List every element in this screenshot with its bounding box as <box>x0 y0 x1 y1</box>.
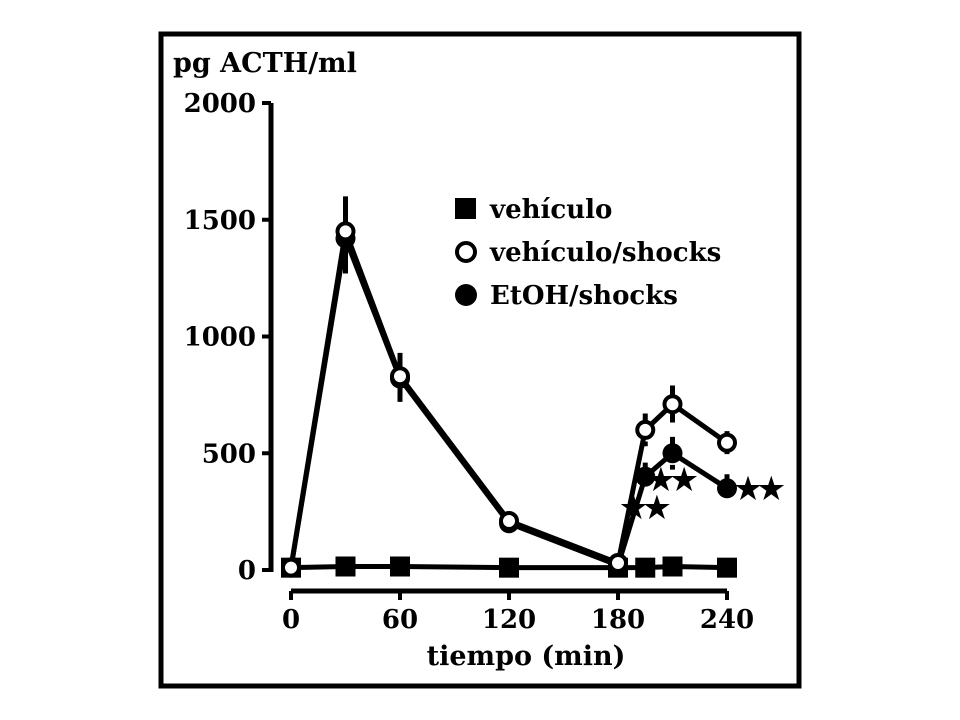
data-point-filled-circle <box>635 466 656 487</box>
x-axis-label: tiempo (min) <box>427 641 626 672</box>
legend: vehículo vehículo/shocks EtOH/shocks <box>455 195 721 311</box>
legend-label-vehiculo-shocks: vehículo/shocks <box>489 238 721 268</box>
significance-annotations: ★★★★★★ <box>621 465 784 524</box>
y-tick-label: 1500 <box>184 206 256 236</box>
y-tick-label: 1000 <box>184 323 256 353</box>
y-tick-label: 0 <box>238 556 256 586</box>
data-markers <box>281 221 737 578</box>
significance-stars: ★★ <box>649 465 696 495</box>
data-point-square <box>662 556 683 577</box>
data-point-square <box>717 557 737 578</box>
axis-ticks: 0 500 1000 1500 2000 0 60 120 180 240 <box>184 89 755 635</box>
legend-marker-vehiculo-shocks <box>455 241 477 263</box>
x-tick-label: 0 <box>282 605 300 635</box>
data-point-open-circle <box>281 557 301 578</box>
data-point-open-circle <box>390 366 410 387</box>
data-point-open-circle <box>608 552 628 573</box>
data-point-open-circle <box>717 432 737 453</box>
data-point-square <box>390 556 410 577</box>
y-tick-label: 500 <box>202 439 256 469</box>
legend-label-etoh-shocks: EtOH/shocks <box>490 281 678 311</box>
data-point-filled-circle <box>717 478 737 499</box>
legend-label-vehiculo: vehículo <box>489 195 612 225</box>
legend-marker-etoh-shocks <box>455 284 477 306</box>
data-point-square <box>335 556 356 577</box>
data-point-open-circle <box>662 394 683 415</box>
x-tick-label: 60 <box>382 605 418 635</box>
data-point-open-circle <box>335 221 356 242</box>
data-point-square <box>499 557 519 578</box>
y-axis-label: pg ACTH/ml <box>173 48 357 79</box>
x-tick-label: 120 <box>482 605 536 635</box>
data-point-open-circle <box>635 419 656 440</box>
significance-stars: ★★ <box>622 493 669 523</box>
legend-marker-vehiculo <box>455 198 476 219</box>
significance-stars: ★★ <box>736 475 783 505</box>
x-tick-label: 180 <box>591 605 645 635</box>
chart-frame <box>158 31 802 689</box>
data-point-open-circle <box>499 510 519 531</box>
data-point-square <box>635 557 656 578</box>
x-tick-label: 240 <box>700 605 754 635</box>
data-point-filled-circle <box>662 443 683 464</box>
y-tick-label: 2000 <box>184 89 256 119</box>
